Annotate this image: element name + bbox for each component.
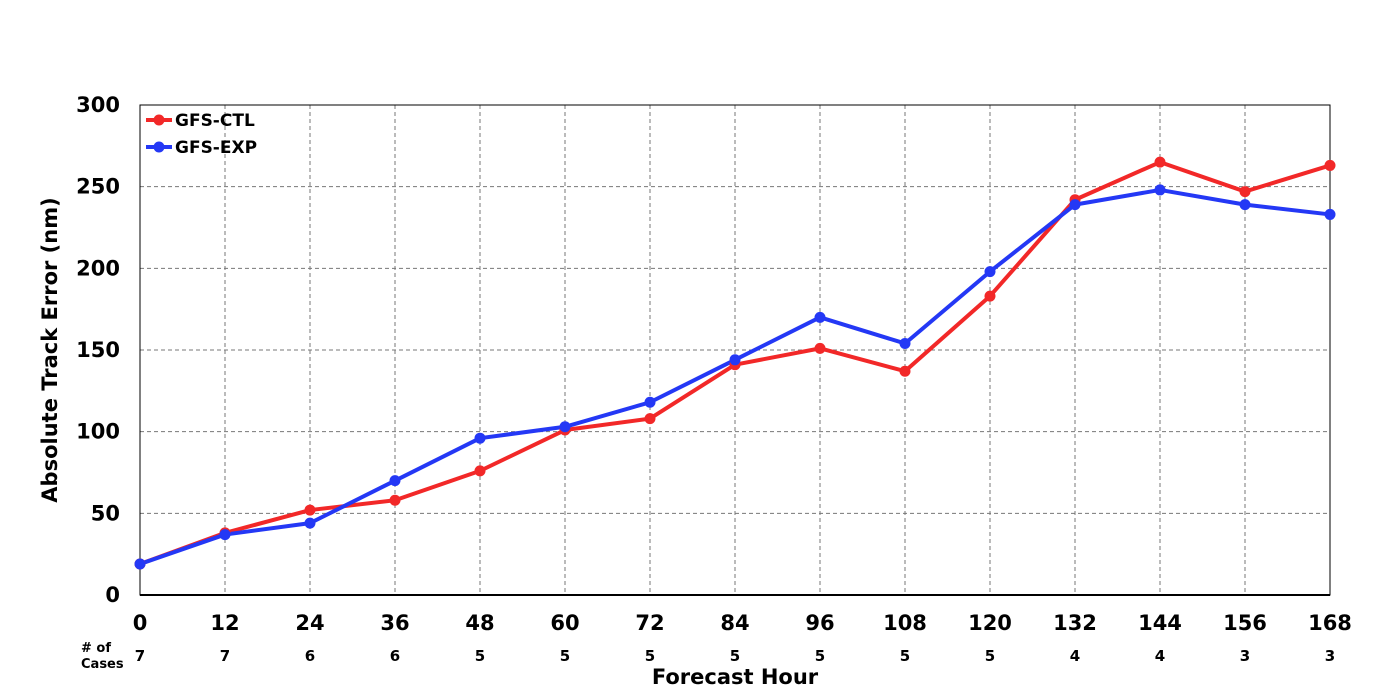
x-tick-label: 168 xyxy=(1308,611,1352,635)
cases-header-line1: # of xyxy=(81,641,111,656)
cases-count: 6 xyxy=(305,647,315,665)
data-point-gfs-ctl xyxy=(1324,159,1336,171)
x-tick-label: 0 xyxy=(133,611,148,635)
cases-count: 7 xyxy=(220,647,230,665)
data-point-gfs-exp xyxy=(729,354,741,366)
cases-count: 5 xyxy=(730,647,740,665)
data-point-gfs-ctl xyxy=(304,504,316,516)
x-tick-label: 60 xyxy=(550,611,579,635)
legend-label: GFS-CTL xyxy=(175,111,255,131)
data-point-gfs-exp xyxy=(1154,184,1166,196)
y-axis-title: Absolute Track Error (nm) xyxy=(38,197,62,502)
legend: GFS-CTL GFS-EXP xyxy=(146,111,257,158)
y-tick-labels: 0 50 100 150 200 250 300 xyxy=(76,93,120,607)
cases-count: 5 xyxy=(815,647,825,665)
cases-count: 3 xyxy=(1325,647,1335,665)
grid xyxy=(140,105,1330,595)
data-point-gfs-exp xyxy=(134,558,146,570)
y-tick-label: 200 xyxy=(76,256,120,280)
x-tick-label: 72 xyxy=(635,611,664,635)
data-point-gfs-exp xyxy=(304,517,316,529)
cases-count: 7 xyxy=(135,647,145,665)
x-tick-label: 12 xyxy=(210,611,239,635)
data-point-gfs-exp xyxy=(644,396,656,408)
data-point-gfs-exp xyxy=(1324,208,1336,220)
data-point-gfs-exp xyxy=(474,432,486,444)
data-point-gfs-exp xyxy=(899,337,911,349)
y-tick-label: 150 xyxy=(76,338,120,362)
x-tick-labels: 0 12 24 36 48 60 72 84 96 108 120 132 144 156 168 xyxy=(133,611,1352,635)
data-point-gfs-ctl xyxy=(1239,186,1251,198)
x-tick-label: 84 xyxy=(720,611,749,635)
x-tick-label: 96 xyxy=(805,611,834,635)
data-point-gfs-ctl xyxy=(1154,156,1166,168)
data-point-gfs-exp xyxy=(559,421,571,433)
x-tick-label: 120 xyxy=(968,611,1012,635)
cases-count: 4 xyxy=(1070,647,1080,665)
legend-label: GFS-EXP xyxy=(175,138,257,158)
data-point-gfs-exp xyxy=(1239,199,1251,211)
x-tick-label: 156 xyxy=(1223,611,1267,635)
cases-count: 4 xyxy=(1155,647,1165,665)
cases-count: 5 xyxy=(900,647,910,665)
x-axis-title: Forecast Hour xyxy=(652,665,819,689)
data-point-gfs-ctl xyxy=(644,413,656,425)
data-point-gfs-ctl xyxy=(899,365,911,377)
data-point-gfs-exp xyxy=(219,529,231,541)
cases-row: # of Cases 7 7 6 6 5 5 5 5 5 5 5 4 4 3 3 xyxy=(81,641,1335,672)
cases-count: 6 xyxy=(390,647,400,665)
x-tick-label: 144 xyxy=(1138,611,1182,635)
y-tick-label: 50 xyxy=(91,501,120,525)
x-tick-label: 48 xyxy=(465,611,494,635)
data-point-gfs-exp xyxy=(389,475,401,487)
data-point-gfs-exp xyxy=(1069,199,1081,211)
cases-count: 5 xyxy=(475,647,485,665)
x-tick-label: 108 xyxy=(883,611,927,635)
cases-header-line2: Cases xyxy=(81,657,124,672)
data-point-gfs-ctl xyxy=(389,494,401,506)
legend-swatch-marker xyxy=(153,141,165,153)
data-point-gfs-ctl xyxy=(474,465,486,477)
y-tick-label: 300 xyxy=(76,93,120,117)
data-point-gfs-exp xyxy=(814,311,826,323)
legend-swatch-marker xyxy=(153,114,165,126)
y-tick-label: 100 xyxy=(76,420,120,444)
cases-count: 5 xyxy=(985,647,995,665)
cases-count: 3 xyxy=(1240,647,1250,665)
data-point-gfs-ctl xyxy=(814,342,826,354)
data-point-gfs-exp xyxy=(984,266,996,278)
data-point-gfs-ctl xyxy=(984,290,996,302)
x-tick-label: 36 xyxy=(380,611,409,635)
y-tick-label: 0 xyxy=(105,583,120,607)
series-layer xyxy=(134,156,1336,570)
x-tick-label: 132 xyxy=(1053,611,1097,635)
y-tick-label: 250 xyxy=(76,175,120,199)
cases-count: 5 xyxy=(645,647,655,665)
x-tick-label: 24 xyxy=(295,611,324,635)
cases-count: 5 xyxy=(560,647,570,665)
